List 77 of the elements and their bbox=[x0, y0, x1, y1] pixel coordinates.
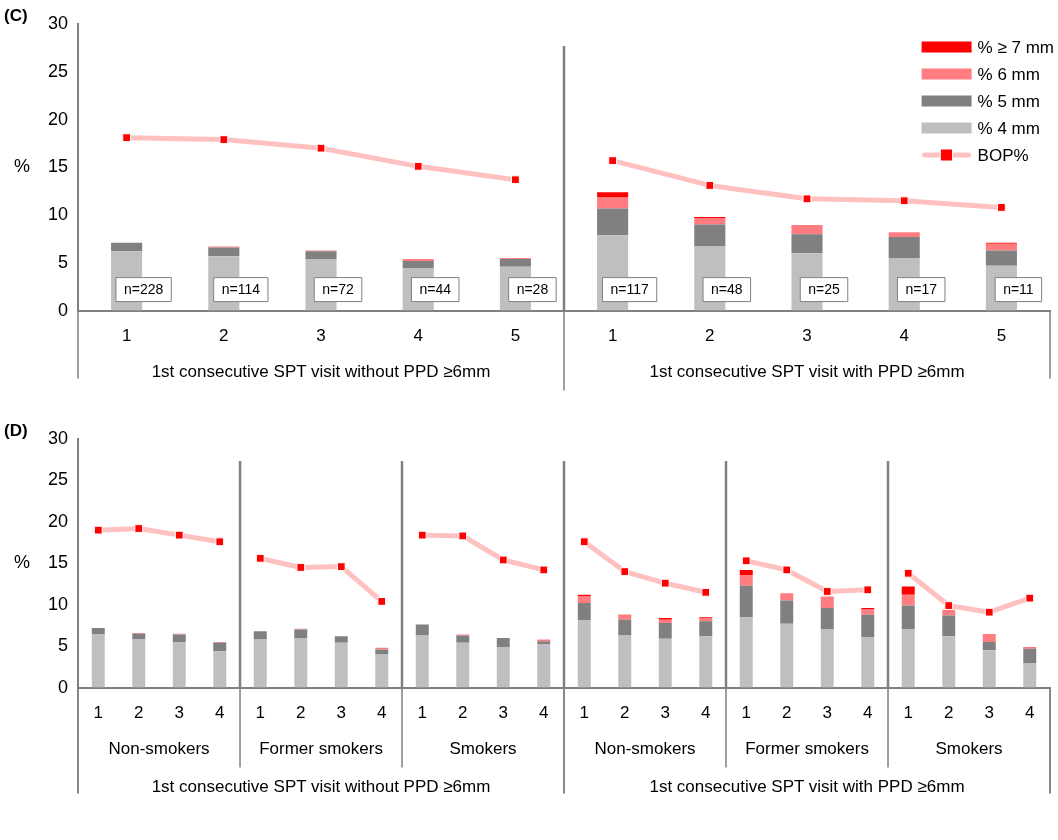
x-tick-label: 3 bbox=[316, 326, 326, 346]
annotation: n=228 bbox=[123, 281, 164, 298]
x-tick-label: 4 bbox=[1025, 703, 1035, 723]
y-tick-label: 10 bbox=[47, 204, 69, 225]
text: Former smokers bbox=[259, 739, 383, 759]
x-tick-label: 2 bbox=[458, 703, 468, 723]
x-tick-label: 1 bbox=[93, 703, 104, 723]
x-tick-label: 1 bbox=[121, 326, 132, 346]
x-tick-label: 1 bbox=[417, 703, 427, 723]
chart-title: (D) bbox=[4, 420, 28, 440]
x-tick-label: 2 bbox=[134, 703, 144, 723]
legend-label: BOP% bbox=[977, 145, 1029, 165]
x-tick-label: 3 bbox=[984, 703, 994, 723]
annotation: n=25 bbox=[808, 281, 840, 298]
x-tick-label: 4 bbox=[863, 703, 873, 723]
y-tick-label: 0 bbox=[58, 299, 69, 320]
x-tick-label: 1 bbox=[741, 703, 751, 723]
text: Former smokers bbox=[745, 739, 869, 759]
text: 1st consecutive SPT visit without PPD ≥6mm bbox=[151, 777, 491, 797]
legend-label: % 6 mm bbox=[977, 64, 1040, 84]
x-tick-label: 3 bbox=[660, 703, 670, 723]
annotation: n=48 bbox=[711, 281, 743, 298]
x-tick-label: 4 bbox=[377, 703, 387, 723]
annotation: n=28 bbox=[516, 281, 549, 298]
text: Non-smokers bbox=[594, 739, 696, 759]
annotation: n=72 bbox=[322, 281, 354, 298]
x-tick-label: 1 bbox=[255, 703, 265, 723]
text: 1st consecutive SPT visit with PPD ≥6mm bbox=[649, 362, 965, 382]
y-tick-label: 25 bbox=[47, 60, 69, 81]
legend-label: % 4 mm bbox=[977, 118, 1040, 138]
annotation: n=17 bbox=[905, 281, 938, 298]
y-tick-label: 15 bbox=[47, 156, 69, 177]
x-tick-label: 4 bbox=[539, 703, 549, 723]
y-tick-label: 5 bbox=[58, 251, 69, 272]
x-tick-label: 3 bbox=[498, 703, 508, 723]
annotation: n=114 bbox=[221, 281, 261, 298]
x-tick-label: 2 bbox=[620, 703, 630, 723]
x-tick-label: 5 bbox=[510, 326, 521, 346]
chart-title: (C) bbox=[4, 5, 28, 25]
text: 1st consecutive SPT visit without PPD ≥6mm bbox=[151, 362, 491, 382]
x-tick-label: 2 bbox=[705, 326, 715, 346]
x-tick-label: 4 bbox=[215, 703, 225, 723]
y-tick-label: 30 bbox=[47, 427, 69, 448]
x-tick-label: 3 bbox=[174, 703, 184, 723]
y-tick-label: 0 bbox=[58, 676, 69, 697]
x-tick-label: 2 bbox=[782, 703, 792, 723]
x-tick-label: 4 bbox=[899, 326, 909, 346]
x-tick-label: 4 bbox=[701, 703, 711, 723]
annotation: n=11 bbox=[1003, 281, 1034, 298]
y-tick-label: 5 bbox=[58, 635, 69, 656]
x-tick-label: 5 bbox=[996, 326, 1007, 346]
text: 1st consecutive SPT visit with PPD ≥6mm bbox=[649, 777, 965, 797]
y-tick-label: 20 bbox=[47, 510, 69, 531]
y-tick-label: 15 bbox=[47, 552, 69, 573]
y-tick-label: 30 bbox=[47, 12, 69, 33]
x-tick-label: 1 bbox=[607, 326, 618, 346]
x-tick-label: 4 bbox=[413, 326, 423, 346]
x-tick-label: 3 bbox=[802, 326, 812, 346]
legend-label: % ≥ 7 mm bbox=[977, 37, 1055, 57]
y-axis-title: % bbox=[13, 156, 31, 177]
x-tick-label: 2 bbox=[219, 326, 229, 346]
x-tick-label: 1 bbox=[579, 703, 589, 723]
text: Non-smokers bbox=[108, 739, 210, 759]
y-tick-label: 20 bbox=[47, 108, 69, 129]
x-tick-label: 2 bbox=[944, 703, 954, 723]
annotation: n=44 bbox=[419, 281, 452, 298]
y-axis-title: % bbox=[13, 552, 31, 573]
x-tick-label: 3 bbox=[822, 703, 832, 723]
annotation: n=117 bbox=[610, 281, 649, 298]
text: Smokers bbox=[935, 739, 1003, 759]
x-tick-label: 3 bbox=[336, 703, 346, 723]
y-tick-label: 10 bbox=[47, 593, 69, 614]
legend-label: % 5 mm bbox=[977, 91, 1040, 111]
x-tick-label: 1 bbox=[903, 703, 913, 723]
text: Smokers bbox=[449, 739, 517, 759]
x-tick-label: 2 bbox=[296, 703, 306, 723]
y-tick-label: 25 bbox=[47, 469, 69, 490]
